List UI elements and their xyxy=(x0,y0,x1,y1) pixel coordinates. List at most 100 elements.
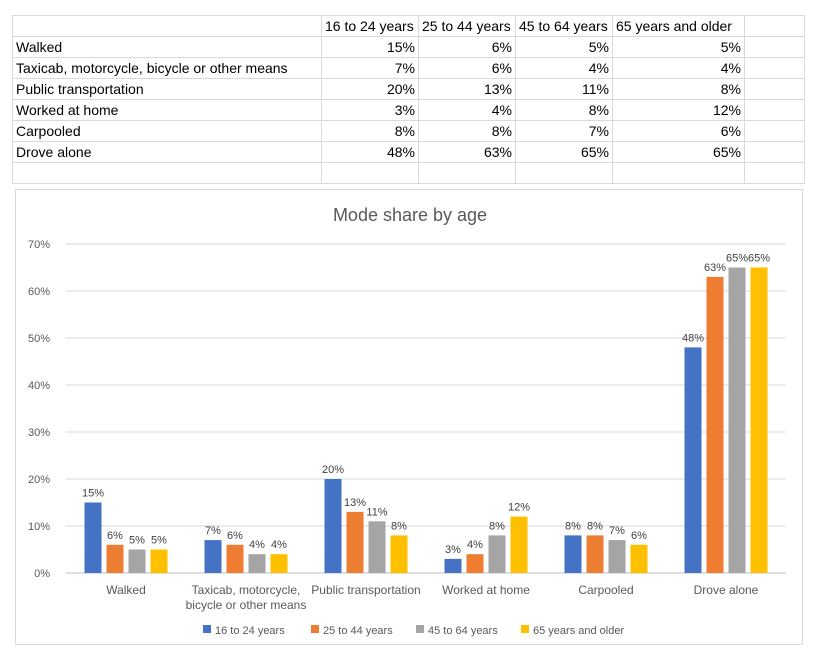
row-label-cell[interactable]: Walked xyxy=(12,36,322,58)
empty-cell[interactable] xyxy=(515,162,613,184)
value-cell[interactable]: 6% xyxy=(418,36,516,58)
bar[interactable] xyxy=(466,554,484,573)
empty-cell[interactable] xyxy=(12,162,322,184)
data-label: 65% xyxy=(726,253,748,265)
bar[interactable] xyxy=(510,516,528,573)
data-label: 48% xyxy=(682,332,704,344)
value-cell[interactable]: 8% xyxy=(612,78,745,100)
empty-cell[interactable] xyxy=(418,162,516,184)
bar[interactable] xyxy=(630,544,648,573)
bar[interactable] xyxy=(270,554,288,573)
x-category-label: bicycle or other means xyxy=(186,598,307,612)
empty-cell[interactable] xyxy=(321,162,419,184)
empty-cell[interactable] xyxy=(612,162,745,184)
value-cell[interactable]: 48% xyxy=(321,141,419,163)
bar[interactable] xyxy=(324,479,342,573)
bar[interactable] xyxy=(346,511,364,573)
data-label: 65% xyxy=(748,253,770,265)
legend-item[interactable]: 16 to 24 years xyxy=(215,625,285,637)
value-cell[interactable]: 5% xyxy=(612,36,745,58)
data-label: 8% xyxy=(587,520,603,532)
bar[interactable] xyxy=(706,276,724,573)
bar[interactable] xyxy=(390,535,408,573)
value-cell[interactable]: 63% xyxy=(418,141,516,163)
bar[interactable] xyxy=(488,535,506,573)
empty-cell[interactable] xyxy=(744,99,805,121)
legend-item[interactable]: 45 to 64 years xyxy=(428,625,498,637)
bar[interactable] xyxy=(106,544,124,573)
legend-item[interactable]: 65 years and older xyxy=(533,625,624,637)
value-cell[interactable]: 4% xyxy=(515,57,613,79)
bar[interactable] xyxy=(728,267,746,574)
value-cell[interactable]: 6% xyxy=(612,120,745,142)
row-label-cell[interactable]: Carpooled xyxy=(12,120,322,142)
table-row: Walked 15% 6% 5% 5% xyxy=(12,36,805,58)
empty-cell[interactable] xyxy=(744,57,805,79)
legend-swatch xyxy=(416,625,424,633)
value-cell[interactable]: 8% xyxy=(418,120,516,142)
value-cell[interactable]: 65% xyxy=(515,141,613,163)
bar[interactable] xyxy=(564,535,582,573)
table-row: Worked at home 3% 4% 8% 12% xyxy=(12,99,805,121)
bar[interactable] xyxy=(444,558,462,573)
row-label-cell[interactable]: Worked at home xyxy=(12,99,322,121)
row-label-cell[interactable]: Taxicab, motorcycle, bicycle or other me… xyxy=(12,57,322,79)
bar[interactable] xyxy=(84,502,102,574)
chart-area[interactable]: Mode share by age 0% 10% 20% 30% 40% 50% 60% 70… xyxy=(15,189,803,645)
bar[interactable] xyxy=(608,540,626,573)
table-row-empty xyxy=(12,162,805,184)
row-label-cell[interactable]: Public transportation xyxy=(12,78,322,100)
table-row: Drove alone 48% 63% 65% 65% xyxy=(12,141,805,163)
empty-cell[interactable] xyxy=(744,36,805,58)
data-label: 8% xyxy=(391,520,407,532)
header-cell[interactable] xyxy=(12,15,322,37)
y-tick-label: 10% xyxy=(28,521,50,533)
legend-swatch xyxy=(521,625,529,633)
y-tick-label: 20% xyxy=(28,474,50,486)
y-tick-label: 50% xyxy=(28,333,50,345)
bar[interactable] xyxy=(684,347,702,573)
table-row: Taxicab, motorcycle, bicycle or other me… xyxy=(12,57,805,79)
bar[interactable] xyxy=(368,521,386,573)
legend-item[interactable]: 25 to 44 years xyxy=(323,625,393,637)
bar[interactable] xyxy=(150,549,168,574)
empty-cell[interactable] xyxy=(744,15,805,37)
value-cell[interactable]: 15% xyxy=(321,36,419,58)
bar[interactable] xyxy=(204,540,222,573)
value-cell[interactable]: 5% xyxy=(515,36,613,58)
header-cell[interactable]: 16 to 24 years xyxy=(321,15,419,37)
header-cell[interactable]: 65 years and older xyxy=(612,15,745,37)
bar[interactable] xyxy=(750,267,768,574)
bar[interactable] xyxy=(248,554,266,573)
bar[interactable] xyxy=(586,535,604,573)
bar[interactable] xyxy=(128,549,146,574)
value-cell[interactable]: 4% xyxy=(612,57,745,79)
bar[interactable] xyxy=(226,544,244,573)
chart-title: Mode share by age xyxy=(333,205,487,225)
x-category-label: Walked xyxy=(106,583,146,597)
value-cell[interactable]: 12% xyxy=(612,99,745,121)
row-label-cell[interactable]: Drove alone xyxy=(12,141,322,163)
value-cell[interactable]: 65% xyxy=(612,141,745,163)
header-cell[interactable]: 25 to 44 years xyxy=(418,15,516,37)
empty-cell[interactable] xyxy=(744,120,805,142)
data-label: 6% xyxy=(631,530,647,542)
value-cell[interactable]: 11% xyxy=(515,78,613,100)
x-category-label: Worked at home xyxy=(442,583,530,597)
data-label: 6% xyxy=(227,530,243,542)
empty-cell[interactable] xyxy=(744,78,805,100)
value-cell[interactable]: 8% xyxy=(515,99,613,121)
value-cell[interactable]: 20% xyxy=(321,78,419,100)
empty-cell[interactable] xyxy=(744,162,805,184)
value-cell[interactable]: 4% xyxy=(418,99,516,121)
value-cell[interactable]: 6% xyxy=(418,57,516,79)
value-cell[interactable]: 7% xyxy=(321,57,419,79)
empty-cell[interactable] xyxy=(744,141,805,163)
value-cell[interactable]: 13% xyxy=(418,78,516,100)
value-cell[interactable]: 8% xyxy=(321,120,419,142)
y-tick-label: 70% xyxy=(28,239,50,251)
header-cell[interactable]: 45 to 64 years xyxy=(515,15,613,37)
data-label: 11% xyxy=(366,506,387,518)
value-cell[interactable]: 3% xyxy=(321,99,419,121)
value-cell[interactable]: 7% xyxy=(515,120,613,142)
